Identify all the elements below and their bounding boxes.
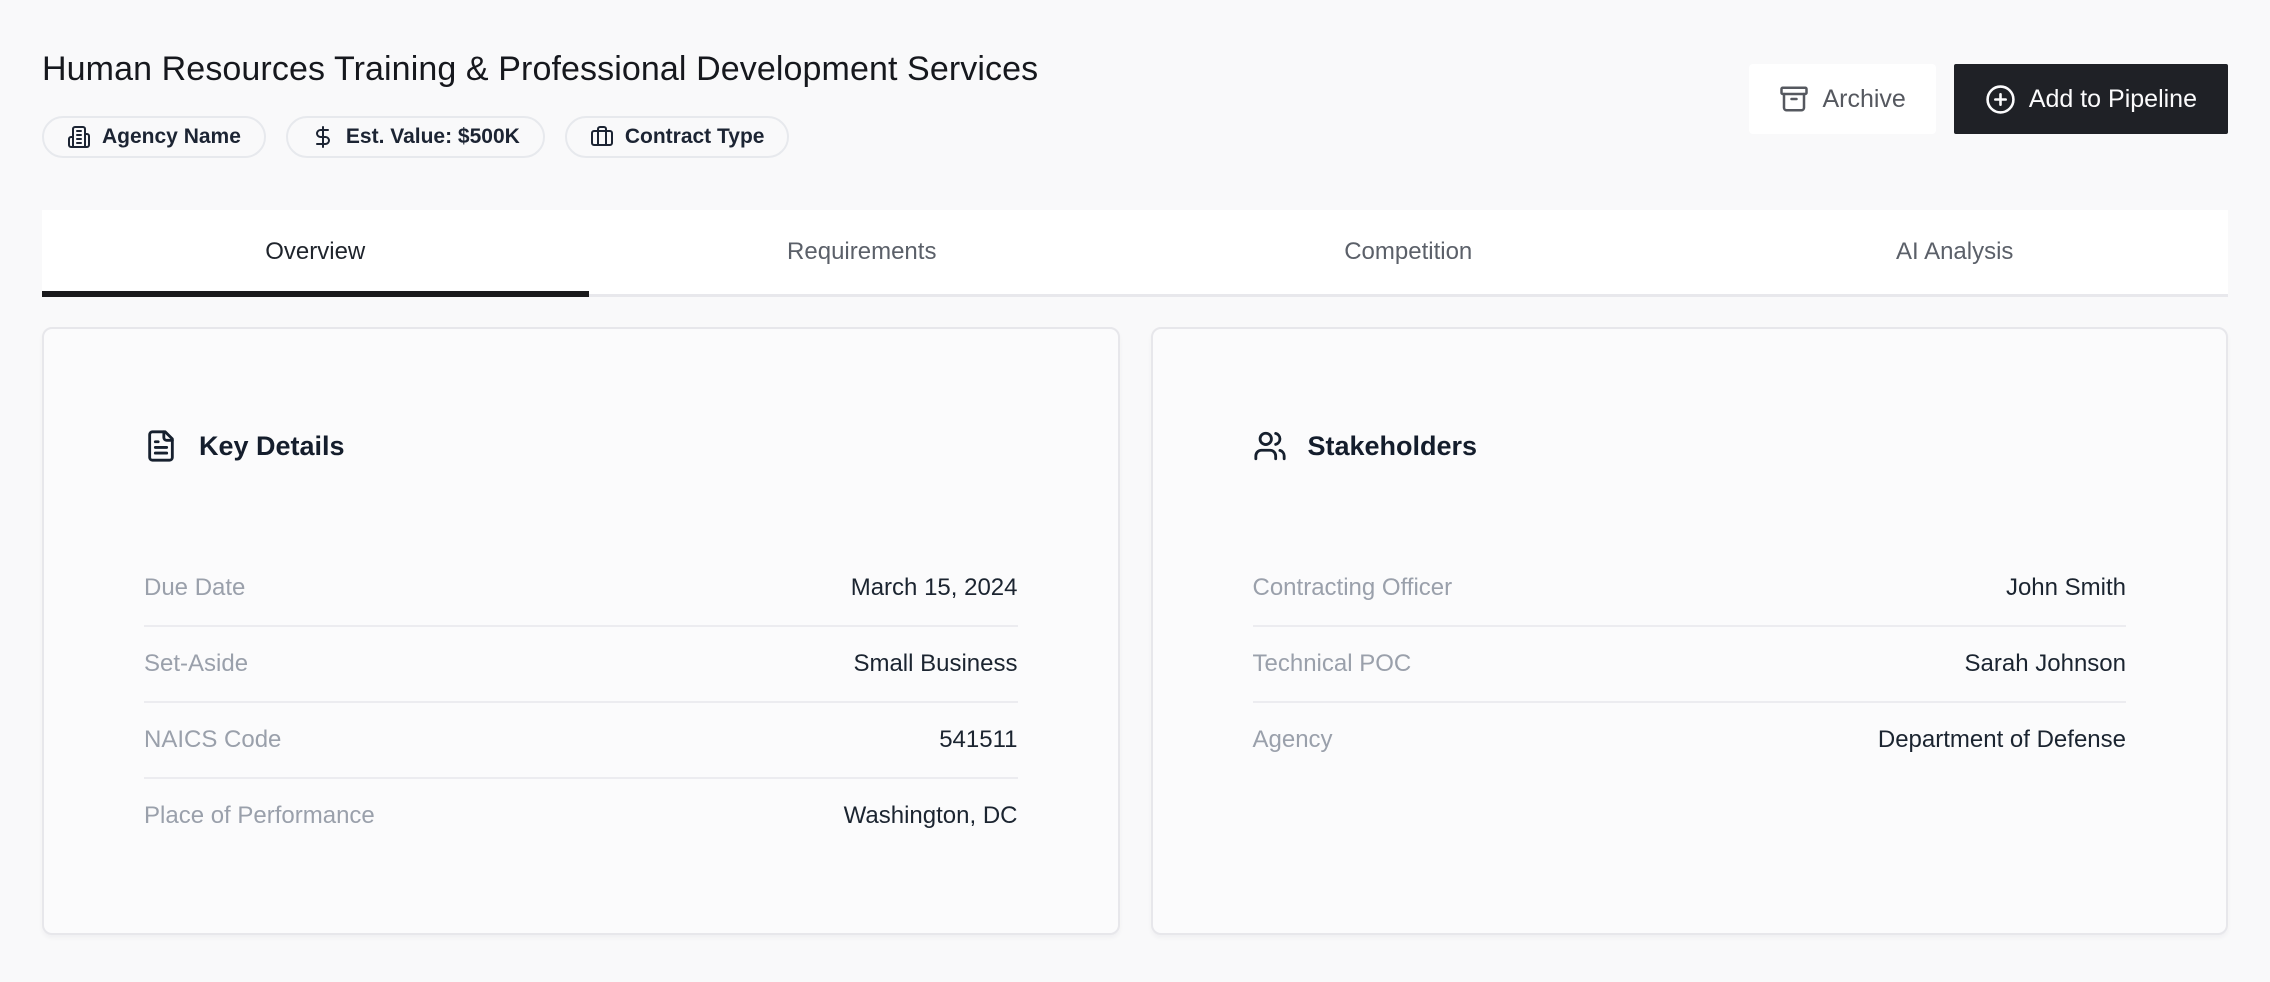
tab-label: AI Analysis — [1896, 238, 2014, 265]
overview-card-grid: Key Details Due Date March 15, 2024 Set-… — [42, 327, 2228, 935]
add-to-pipeline-button-label: Add to Pipeline — [2028, 84, 2197, 113]
detail-row-due-date: Due Date March 15, 2024 — [144, 551, 1018, 627]
tab-ai-analysis[interactable]: AI Analysis — [1682, 210, 2229, 294]
detail-row-place-of-performance: Place of Performance Washington, DC — [144, 779, 1018, 853]
badge-row: Agency Name Est. Value: $500K Contract T… — [42, 116, 1038, 158]
detail-label: Set-Aside — [144, 650, 249, 677]
detail-row-naics-code: NAICS Code 541511 — [144, 703, 1018, 779]
stakeholder-value: Department of Defense — [1877, 726, 2126, 753]
detail-label: Due Date — [144, 574, 246, 601]
opportunity-detail-page: Human Resources Training & Professional … — [42, 0, 2228, 935]
stakeholders-card: Stakeholders Contracting Officer John Sm… — [1150, 327, 2228, 935]
key-details-card: Key Details Due Date March 15, 2024 Set-… — [42, 327, 1120, 935]
badge-label: Agency Name — [102, 125, 241, 148]
file-text-icon — [148, 430, 174, 462]
stakeholder-row-agency: Agency Department of Defense — [1253, 703, 2127, 777]
dollar-icon — [315, 126, 330, 148]
stakeholders-list: Contracting Officer John Smith Technical… — [1252, 551, 2127, 777]
stakeholder-label: Agency — [1252, 726, 1333, 753]
key-details-list: Due Date March 15, 2024 Set-Aside Small … — [144, 551, 1018, 853]
detail-value: Washington, DC — [843, 802, 1018, 829]
archive-icon — [1780, 86, 1809, 112]
stakeholder-label: Contracting Officer — [1252, 574, 1453, 601]
detail-label: NAICS Code — [144, 726, 282, 753]
detail-row-set-aside: Set-Aside Small Business — [144, 627, 1018, 703]
tab-requirements[interactable]: Requirements — [589, 210, 1136, 294]
header-actions: Archive Add to Pipeline — [1749, 64, 2228, 134]
detail-value: 541511 — [939, 726, 1018, 753]
archive-button-label: Archive — [1822, 84, 1906, 113]
stakeholder-row-technical-poc: Technical POC Sarah Johnson — [1252, 627, 2126, 703]
briefcase-icon — [590, 126, 613, 146]
header-left: Human Resources Training & Professional … — [42, 48, 1038, 158]
card-title: Stakeholders — [1307, 430, 1478, 461]
tab-overview[interactable]: Overview — [42, 210, 589, 297]
detail-label: Place of Performance — [144, 802, 375, 829]
tab-label: Overview — [265, 238, 366, 265]
stakeholders-header: Stakeholders — [1253, 429, 2127, 463]
tab-label: Competition — [1344, 238, 1473, 265]
page-title: Human Resources Training & Professional … — [42, 50, 1039, 88]
tab-label: Requirements — [787, 238, 937, 265]
detail-value: March 15, 2024 — [850, 574, 1018, 601]
add-to-pipeline-button[interactable]: Add to Pipeline — [1953, 64, 2228, 134]
stakeholder-value: Sarah Johnson — [1964, 650, 2126, 677]
tab-competition[interactable]: Competition — [1135, 210, 1682, 294]
badge-label: Est. Value: $500K — [345, 125, 520, 148]
contract-type-badge: Contract Type — [564, 116, 790, 158]
detail-value: Small Business — [853, 650, 1018, 677]
active-tab-indicator — [42, 291, 589, 297]
page-header: Human Resources Training & Professional … — [42, 0, 2228, 158]
badge-label: Contract Type — [624, 125, 765, 148]
stakeholder-row-contracting-officer: Contracting Officer John Smith — [1252, 551, 2126, 627]
tab-bar: Overview Requirements Competition AI Ana… — [42, 210, 2228, 297]
users-icon — [1253, 431, 1286, 461]
est-value-badge: Est. Value: $500K — [285, 116, 545, 158]
card-title: Key Details — [199, 430, 345, 461]
plus-circle-icon — [1986, 84, 2015, 114]
agency-name-badge: Agency Name — [42, 116, 266, 158]
stakeholder-value: John Smith — [2005, 574, 2126, 601]
archive-button[interactable]: Archive — [1749, 64, 1936, 134]
stakeholder-label: Technical POC — [1252, 650, 1412, 677]
key-details-header: Key Details — [144, 429, 1018, 463]
building-icon — [68, 126, 90, 148]
